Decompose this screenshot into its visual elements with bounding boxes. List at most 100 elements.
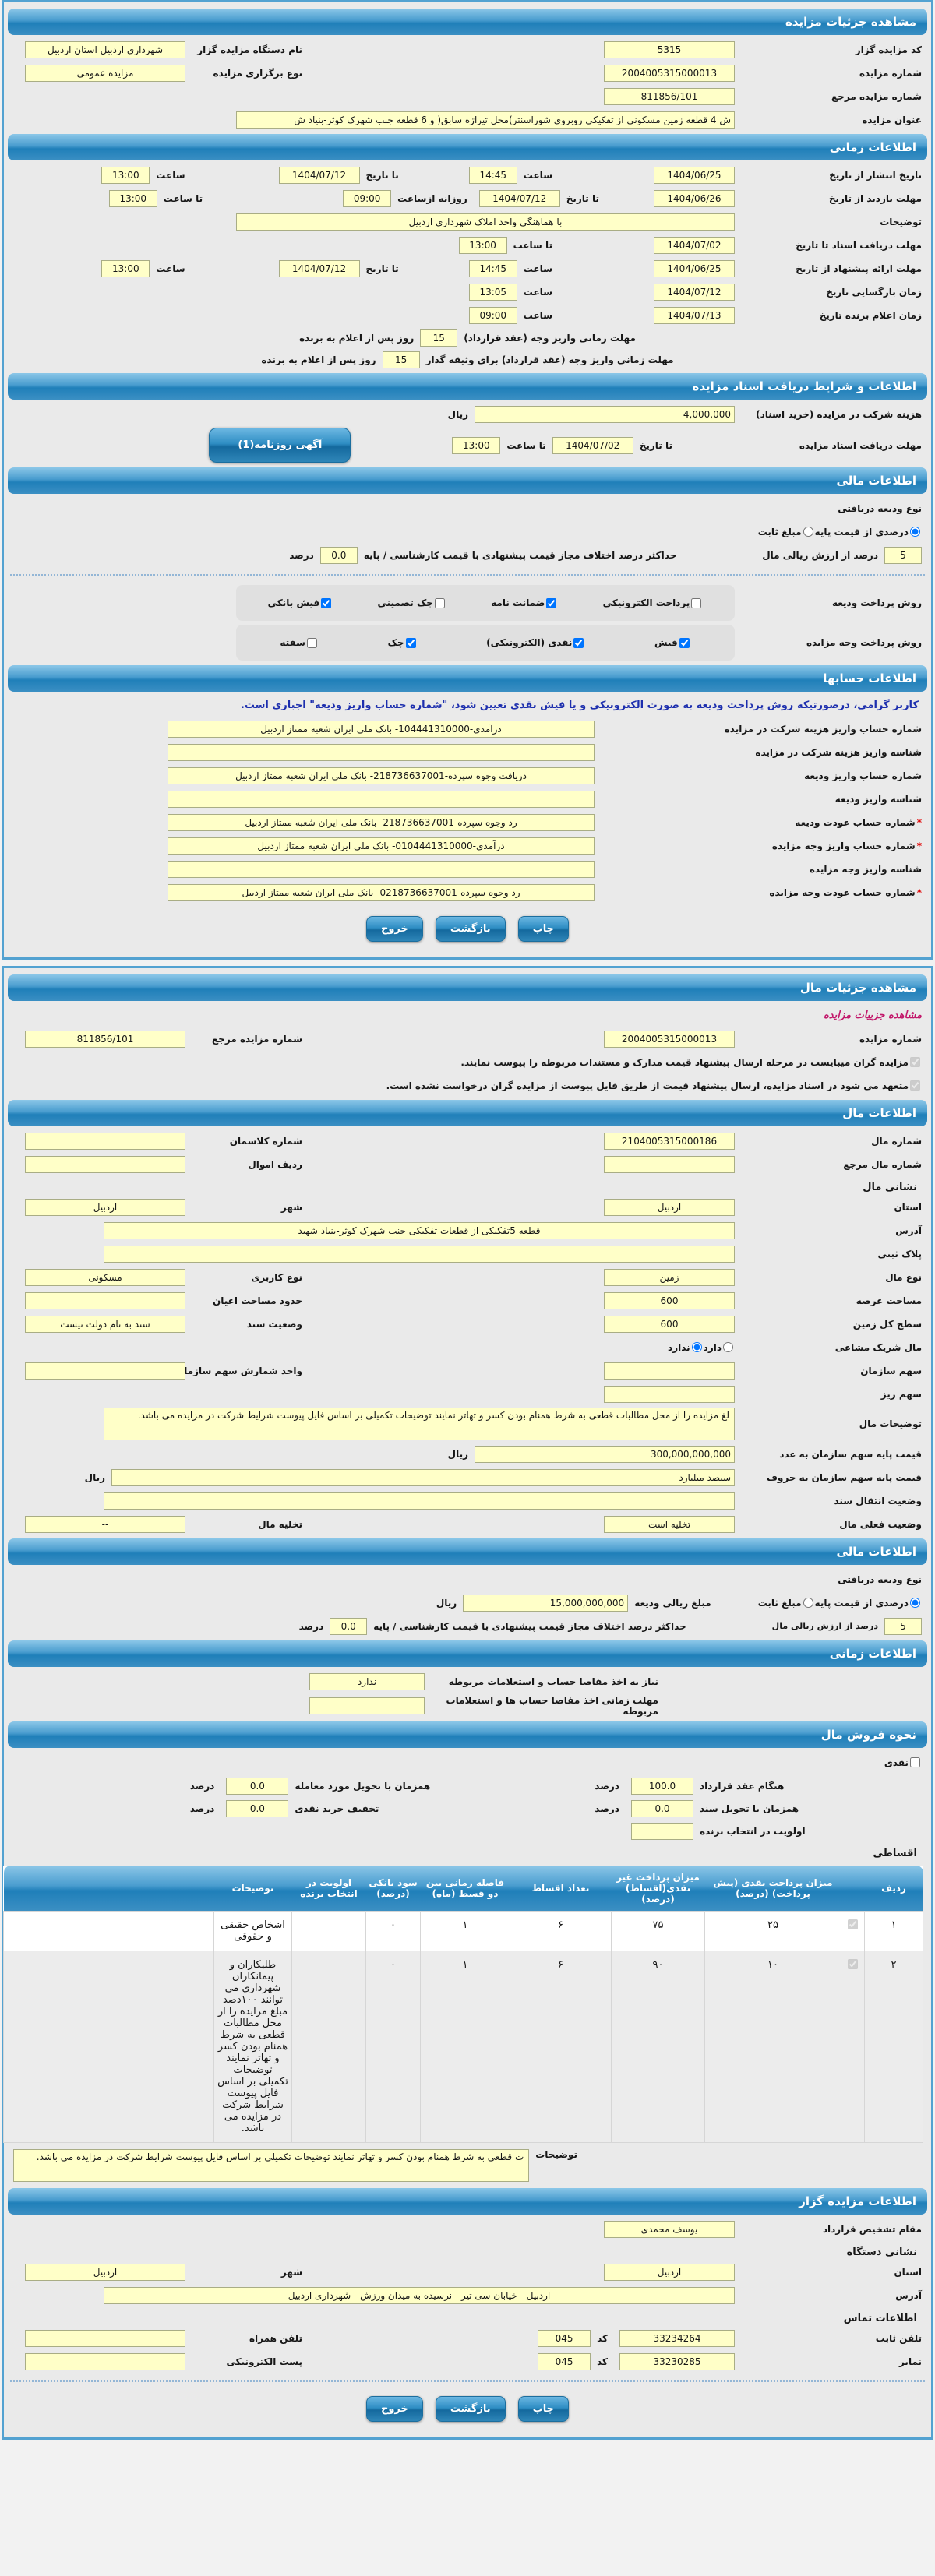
offer-to-time-input[interactable] — [101, 259, 150, 277]
at-contract-input[interactable] — [631, 1778, 693, 1795]
row-select-checkbox[interactable] — [848, 1959, 858, 1969]
clearance-needed-input[interactable] — [309, 1672, 425, 1690]
fax-code-input[interactable] — [538, 2352, 591, 2370]
asset-number-input[interactable] — [604, 1132, 735, 1150]
org-address-input[interactable] — [104, 2286, 735, 2304]
cash-electronic-checkbox[interactable] — [573, 637, 584, 648]
offer-to-input[interactable] — [278, 259, 360, 277]
offer-from-input[interactable] — [654, 259, 735, 277]
visit-to-input[interactable] — [478, 189, 560, 207]
auction-ref-input[interactable] — [25, 1030, 185, 1048]
registration-plate-input[interactable] — [104, 1245, 735, 1263]
max-diff-input[interactable] — [330, 1617, 368, 1635]
winner-time-input[interactable] — [468, 306, 517, 324]
account-deposit-input[interactable] — [168, 766, 595, 784]
slip-checkbox[interactable] — [679, 637, 690, 648]
attachment-required-checkbox[interactable] — [910, 1057, 920, 1067]
fee-input[interactable] — [475, 405, 735, 423]
docs-deadline-date-input[interactable] — [654, 236, 735, 254]
opening-date-input[interactable] — [654, 283, 735, 301]
asset-description-textarea[interactable]: لغ مزایده را از محل مطالبات قطعی به شرط … — [104, 1408, 735, 1440]
at-delivery-input[interactable] — [226, 1778, 289, 1795]
fixed-amount-radio[interactable] — [803, 1598, 813, 1608]
visit-start-input[interactable] — [343, 189, 392, 207]
publish-time-input[interactable] — [468, 166, 517, 184]
account-fee-id-input[interactable] — [168, 743, 595, 761]
contract-officer-input[interactable] — [604, 2220, 735, 2238]
bank-slip-checkbox[interactable] — [321, 597, 332, 608]
asset-type-input[interactable] — [604, 1268, 735, 1286]
auction-number-input[interactable] — [604, 1030, 735, 1048]
partner-yes-radio[interactable] — [723, 1342, 733, 1352]
building-area-input[interactable] — [25, 1292, 185, 1309]
no-price-file-checkbox[interactable] — [910, 1080, 920, 1091]
deed-status-input[interactable] — [25, 1315, 185, 1333]
at-deed-delivery-input[interactable] — [631, 1800, 693, 1817]
base-price-words-input[interactable] — [111, 1468, 735, 1486]
city-input[interactable] — [25, 2263, 185, 2281]
deposit-amount-input[interactable] — [463, 1594, 629, 1612]
email-input[interactable] — [25, 2352, 185, 2370]
partner-no-radio[interactable] — [691, 1342, 702, 1352]
cash-sale-checkbox[interactable] — [910, 1757, 920, 1767]
land-area-input[interactable] — [604, 1292, 735, 1309]
winner-priority-input[interactable] — [631, 1823, 693, 1840]
account-auction-pay-id-input[interactable] — [168, 860, 595, 878]
asset-ref-input[interactable] — [604, 1155, 735, 1173]
cash-discount-input[interactable] — [226, 1800, 289, 1817]
city-input[interactable] — [25, 1198, 185, 1216]
percent-of-base-radio[interactable] — [910, 527, 920, 537]
exit-button[interactable]: خروج — [365, 916, 423, 942]
docs-receive-date-input[interactable] — [552, 436, 633, 454]
back-button[interactable]: بازگشت — [435, 916, 506, 942]
classification-input[interactable] — [25, 1132, 185, 1150]
print-button[interactable]: چاپ — [517, 916, 570, 942]
percent-of-base-radio[interactable] — [910, 1598, 920, 1608]
org-share-input[interactable] — [604, 1362, 735, 1380]
sale-description-textarea[interactable]: ت قطعی به شرط همنام بودن کسر و تهاتر نما… — [13, 2149, 530, 2182]
newspaper-ad-button[interactable]: آگهی روزنامه(1) — [209, 428, 351, 463]
publish-to-time-input[interactable] — [101, 166, 150, 184]
org-name-input[interactable] — [25, 41, 185, 58]
back-button[interactable]: بازگشت — [435, 2396, 506, 2422]
deposit-percent-input[interactable] — [884, 546, 922, 564]
guarantee-letter-checkbox[interactable] — [546, 597, 557, 608]
province-input[interactable] — [604, 2263, 735, 2281]
publish-date-input[interactable] — [654, 166, 735, 184]
phone-input[interactable] — [619, 2329, 735, 2347]
max-diff-input[interactable] — [319, 546, 358, 564]
deposit-percent-input[interactable] — [884, 1617, 922, 1635]
auction-ref-input[interactable] — [604, 87, 735, 105]
docs-deadline-time-input[interactable] — [458, 236, 507, 254]
usage-type-input[interactable] — [25, 1268, 185, 1286]
promissory-note-checkbox[interactable] — [306, 637, 317, 648]
electronic-payment-checkbox[interactable] — [691, 597, 702, 608]
print-button[interactable]: چاپ — [517, 2396, 570, 2422]
row-select-checkbox[interactable] — [848, 1919, 858, 1929]
phone-code-input[interactable] — [538, 2329, 591, 2347]
sub-share-input[interactable] — [604, 1385, 735, 1403]
visit-from-input[interactable] — [654, 189, 735, 207]
docs-receive-time-input[interactable] — [452, 436, 501, 454]
auction-number-input[interactable] — [604, 64, 735, 82]
cheque-checkbox[interactable] — [405, 637, 416, 648]
province-input[interactable] — [604, 1198, 735, 1216]
account-deposit-return-input[interactable] — [168, 813, 595, 831]
share-unit-input[interactable] — [25, 1362, 185, 1380]
view-auction-details-link[interactable]: مشاهده جزییات مزایده — [823, 1010, 922, 1021]
winner-date-input[interactable] — [654, 306, 735, 324]
visit-end-input[interactable] — [108, 189, 157, 207]
fax-input[interactable] — [619, 2352, 735, 2370]
opening-time-input[interactable] — [468, 283, 517, 301]
auction-title-input[interactable] — [236, 111, 735, 129]
address-input[interactable] — [104, 1221, 735, 1239]
fixed-amount-radio[interactable] — [803, 527, 813, 537]
account-auction-pay-input[interactable] — [168, 837, 595, 855]
total-land-input[interactable] — [604, 1315, 735, 1333]
base-price-number-input[interactable] — [475, 1445, 735, 1463]
deed-transfer-status-input[interactable] — [104, 1492, 735, 1510]
publish-to-date-input[interactable] — [278, 166, 360, 184]
current-status-input[interactable] — [604, 1515, 735, 1533]
auction-type-input[interactable] — [25, 64, 185, 82]
account-deposit-id-input[interactable] — [168, 790, 595, 808]
